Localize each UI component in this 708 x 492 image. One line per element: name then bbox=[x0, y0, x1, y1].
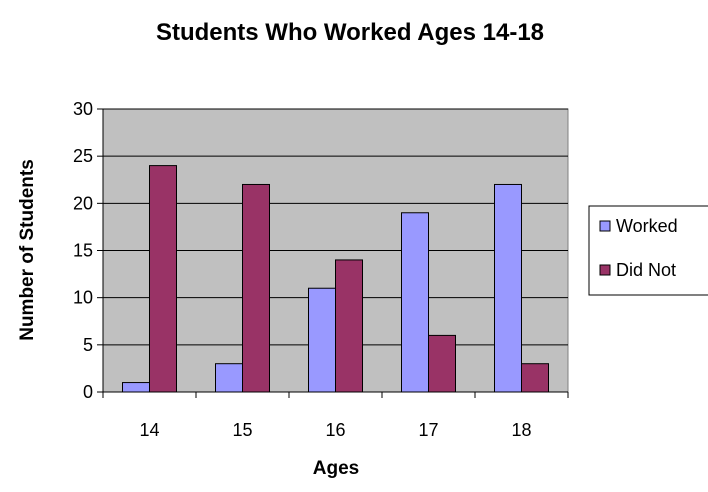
bar-worked-17 bbox=[401, 212, 429, 393]
x-axis-title: Ages bbox=[313, 458, 359, 479]
bars bbox=[122, 165, 549, 393]
bar-worked-14 bbox=[122, 382, 150, 393]
y-axis-title: Number of Students bbox=[17, 159, 38, 341]
y-tick-label: 10 bbox=[73, 288, 93, 308]
x-tick-labels: 14 15 16 17 18 bbox=[139, 420, 531, 440]
y-tick-label: 20 bbox=[73, 193, 93, 213]
y-tick-label: 0 bbox=[83, 382, 93, 402]
x-tick-label: 17 bbox=[418, 420, 438, 440]
x-tick-label: 18 bbox=[511, 420, 531, 440]
y-tick-labels: 0 5 10 15 20 25 30 bbox=[73, 99, 93, 402]
legend-label-did-not: Did Not bbox=[616, 260, 676, 280]
legend-swatch-did-not bbox=[599, 264, 611, 276]
x-tick-label: 16 bbox=[325, 420, 345, 440]
bar-did-not-17 bbox=[428, 334, 456, 393]
legend-label-worked: Worked bbox=[616, 216, 678, 236]
x-tick-label: 15 bbox=[232, 420, 252, 440]
bar-worked-16 bbox=[308, 287, 336, 393]
bar-did-not-18 bbox=[521, 363, 549, 393]
y-tick-label: 25 bbox=[73, 146, 93, 166]
legend: Worked Did Not bbox=[588, 205, 708, 296]
y-tick-label: 15 bbox=[73, 241, 93, 261]
grid-lines bbox=[103, 108, 568, 346]
y-tick-label: 5 bbox=[83, 335, 93, 355]
legend-swatch-worked bbox=[599, 220, 611, 232]
bar-did-not-15 bbox=[242, 183, 270, 393]
bar-worked-15 bbox=[215, 363, 243, 393]
bar-did-not-14 bbox=[149, 165, 177, 393]
y-tick-label: 30 bbox=[73, 99, 93, 119]
bar-did-not-16 bbox=[335, 259, 363, 393]
axes bbox=[97, 108, 569, 398]
chart-title: Students Who Worked Ages 14-18 bbox=[156, 19, 544, 46]
x-tick-label: 14 bbox=[139, 420, 159, 440]
bar-worked-18 bbox=[494, 183, 522, 393]
